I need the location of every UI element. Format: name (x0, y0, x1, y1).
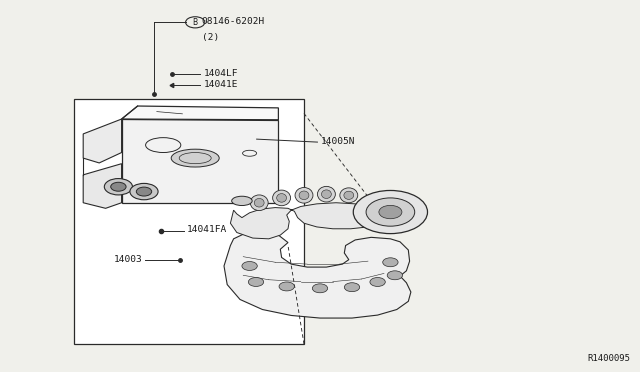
Polygon shape (122, 119, 278, 203)
Ellipse shape (232, 196, 252, 205)
Bar (74, 99, 304, 344)
Circle shape (344, 283, 360, 292)
Text: 1404LF: 1404LF (204, 69, 238, 78)
Ellipse shape (344, 191, 354, 199)
Text: 14041E: 14041E (204, 80, 238, 89)
Text: B: B (193, 18, 198, 27)
Ellipse shape (317, 186, 335, 202)
Ellipse shape (250, 195, 268, 211)
Circle shape (387, 271, 403, 280)
Text: 14003: 14003 (113, 255, 142, 264)
Circle shape (353, 190, 428, 234)
Ellipse shape (172, 149, 219, 167)
Polygon shape (230, 203, 383, 239)
Ellipse shape (299, 191, 309, 200)
Circle shape (383, 258, 398, 267)
Text: 14005N: 14005N (321, 137, 355, 146)
Ellipse shape (295, 187, 313, 203)
Circle shape (312, 284, 328, 293)
Circle shape (370, 278, 385, 286)
Text: R1400095: R1400095 (588, 354, 630, 363)
Polygon shape (83, 119, 122, 163)
Circle shape (279, 282, 294, 291)
Circle shape (379, 205, 402, 219)
Polygon shape (83, 164, 122, 208)
Circle shape (111, 182, 126, 191)
Circle shape (248, 278, 264, 286)
Ellipse shape (340, 188, 358, 203)
Ellipse shape (276, 193, 287, 202)
Circle shape (242, 262, 257, 270)
Ellipse shape (254, 198, 264, 207)
Polygon shape (122, 106, 278, 120)
Circle shape (136, 187, 152, 196)
Ellipse shape (273, 190, 291, 206)
Circle shape (366, 198, 415, 226)
Circle shape (130, 183, 158, 200)
Polygon shape (224, 231, 411, 318)
Text: 14041FA: 14041FA (187, 225, 227, 234)
Ellipse shape (321, 190, 332, 199)
Circle shape (104, 179, 132, 195)
Text: (2): (2) (202, 33, 219, 42)
Text: 08146-6202H: 08146-6202H (202, 17, 265, 26)
